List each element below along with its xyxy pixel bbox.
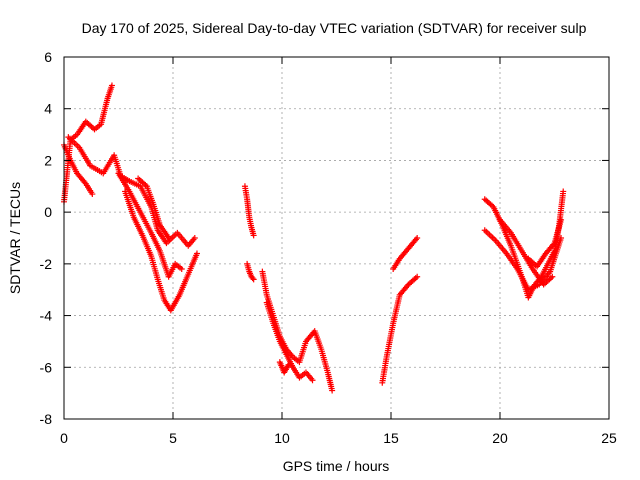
data-point-track-f — [165, 235, 172, 241]
axis-ticks: 0 5 10 15 20 25 -8 -6 -4 -2 0 2 4 6 — [40, 49, 617, 446]
y-tick-label: 6 — [44, 49, 52, 65]
data-point-track-k — [285, 361, 292, 368]
data-point-track-q — [558, 216, 565, 223]
data-point-track-b — [89, 191, 96, 198]
data-point-track-d — [178, 266, 185, 273]
x-tick-label: 5 — [169, 430, 177, 446]
y-tick-label: 0 — [44, 204, 52, 220]
y-tick-label: 4 — [44, 101, 52, 117]
y-tick-label: -6 — [40, 359, 53, 375]
data-points — [61, 82, 567, 394]
data-point-track-n — [560, 188, 567, 195]
x-tick-label: 25 — [601, 430, 617, 446]
x-tick-label: 10 — [274, 430, 290, 446]
y-tick-label: -4 — [40, 308, 53, 324]
data-point-track-g — [250, 232, 257, 239]
data-point-track-m — [414, 235, 421, 241]
chart-title: Day 170 of 2025, Sidereal Day-to-day VTE… — [82, 20, 587, 36]
data-point-track-e — [193, 250, 200, 257]
y-tick-label: 2 — [44, 152, 52, 168]
data-point-track-o — [558, 235, 565, 241]
data-point-track-j — [309, 377, 316, 384]
y-axis-label: SDTVAR / TECUs — [7, 182, 23, 294]
y-tick-label: -8 — [40, 411, 53, 427]
data-point-track-h — [250, 276, 257, 283]
x-tick-label: 20 — [492, 430, 508, 446]
x-tick-label: 0 — [60, 430, 68, 446]
data-point-track-a — [108, 82, 115, 89]
data-point-track-h — [249, 275, 256, 282]
data-point-track-l — [414, 273, 421, 280]
grid-lines — [64, 57, 609, 419]
data-point-track-c — [191, 235, 198, 241]
y-tick-label: -2 — [40, 256, 53, 272]
x-tick-label: 15 — [383, 430, 399, 446]
plot-frame — [63, 56, 610, 420]
x-axis-label: GPS time / hours — [283, 458, 390, 474]
data-point-track-p — [549, 273, 556, 280]
data-point-track-i — [329, 387, 336, 394]
